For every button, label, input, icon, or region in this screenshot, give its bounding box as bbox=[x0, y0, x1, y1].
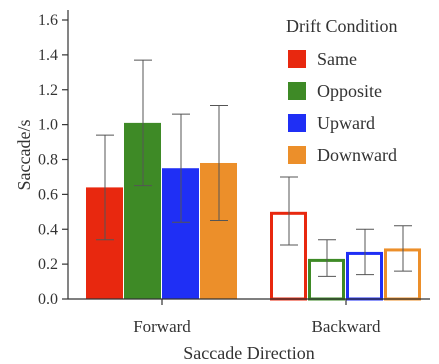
error-bar bbox=[280, 176, 298, 246]
y-tick-label: 1.6 bbox=[38, 12, 58, 29]
legend-item-opposite: Opposite bbox=[288, 81, 382, 101]
y-tick-label: 0.4 bbox=[38, 221, 58, 238]
axes-layer bbox=[67, 10, 430, 300]
y-tick-label: 1.2 bbox=[38, 82, 58, 99]
legend-title: Drift Condition bbox=[286, 16, 398, 36]
legend-swatch bbox=[288, 146, 306, 164]
error-bar bbox=[318, 239, 336, 277]
legend-item-upward: Upward bbox=[288, 113, 375, 133]
error-bar bbox=[172, 113, 190, 223]
legend-swatch bbox=[288, 50, 306, 68]
y-axis-title: Saccade/s bbox=[14, 120, 34, 191]
error-bars-layer bbox=[96, 59, 412, 277]
error-bar bbox=[356, 228, 374, 276]
y-tick-label: 1.0 bbox=[38, 117, 58, 134]
legend-swatch bbox=[288, 82, 306, 100]
legend-label: Same bbox=[317, 49, 357, 69]
y-tick-label: 1.4 bbox=[38, 47, 58, 64]
y-ticks-layer: 0.0 0.2 0.4 0.6 0.8 1.0 1.2 1.4 1.6 bbox=[38, 12, 68, 308]
x-category-label: Forward bbox=[133, 317, 191, 336]
y-tick-label: 0.6 bbox=[38, 186, 58, 203]
legend-label: Downward bbox=[317, 145, 397, 165]
legend: Drift Condition Same Opposite Upward Downwa… bbox=[286, 16, 398, 165]
error-bar bbox=[394, 225, 412, 272]
legend-item-same: Same bbox=[288, 49, 357, 69]
legend-label: Opposite bbox=[317, 81, 382, 101]
y-tick-label: 0.0 bbox=[38, 291, 58, 308]
error-bar bbox=[96, 134, 114, 241]
legend-swatch bbox=[288, 114, 306, 132]
y-tick-label: 0.2 bbox=[38, 256, 58, 273]
x-axis-title: Saccade Direction bbox=[183, 343, 314, 363]
legend-item-downward: Downward bbox=[288, 145, 397, 165]
x-categories-layer: Forward Backward bbox=[133, 299, 381, 336]
x-category-label: Backward bbox=[312, 317, 381, 336]
error-bar bbox=[134, 59, 152, 187]
y-tick-label: 0.8 bbox=[38, 152, 58, 169]
error-bar bbox=[210, 104, 228, 222]
legend-label: Upward bbox=[317, 113, 375, 133]
